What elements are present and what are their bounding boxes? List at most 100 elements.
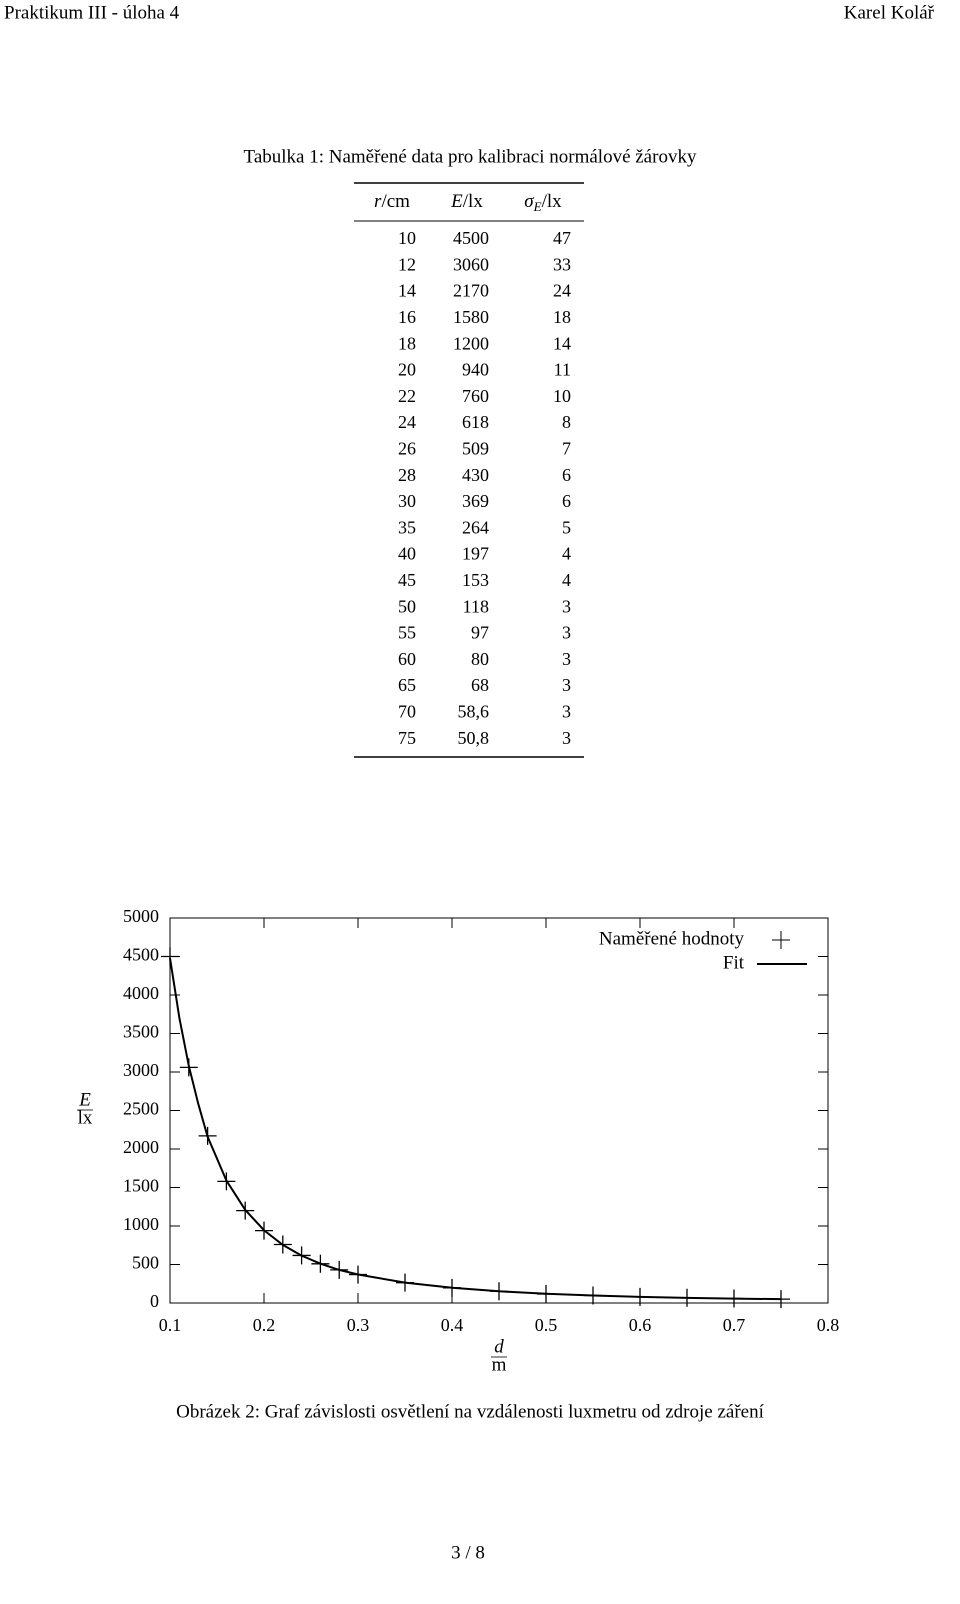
table-cell: 47 [553,228,571,248]
x-tick-label: 0.6 [629,1315,652,1335]
text-part: E [450,191,463,212]
table-cell: 24 [553,281,571,301]
table-cell: 4500 [453,228,489,248]
x-tick-label: 0.8 [817,1315,840,1335]
table-cell: 14 [553,333,571,353]
table-cell: 509 [462,439,489,459]
text-part: /cm [381,191,410,212]
table-cell: 6 [562,491,571,511]
table-cell: 58,6 [458,702,490,722]
table-cell: 8 [562,412,571,432]
table-cell: 18 [398,333,416,353]
table-cell: 10 [398,228,416,248]
table-cell: 1580 [453,307,489,327]
table-cell: 3 [562,675,571,695]
table-cell: 50 [398,596,416,616]
y-tick-label: 1000 [123,1214,159,1234]
table-cell: 26 [398,439,416,459]
x-tick-label: 0.7 [723,1315,746,1335]
y-tick-label: 4000 [123,983,159,1003]
table-caption: Tabulka 1: Naměřené data pro kalibraci n… [244,146,697,167]
y-axis-label: E [78,1089,91,1110]
table-cell: 430 [462,465,489,485]
table-cell: 11 [554,360,571,380]
column-header: σE/lx [524,191,562,214]
table-cell: 22 [398,386,416,406]
table-cell: 70 [398,702,416,722]
x-tick-label: 0.1 [159,1315,182,1335]
y-tick-label: 2000 [123,1137,159,1157]
table-cell: 30 [398,491,416,511]
legend-label: Naměřené hodnoty [599,928,745,949]
table-cell: 760 [462,386,489,406]
figure-caption: Obrázek 2: Graf závislosti osvětlení na … [176,1401,764,1422]
table-cell: 369 [462,491,489,511]
table-cell: 3 [562,702,571,722]
y-tick-label: 0 [150,1291,159,1311]
table-cell: 28 [398,465,416,485]
table-cell: 24 [398,412,416,432]
table-cell: 4 [562,570,571,590]
x-axis-label: d [494,1336,504,1357]
table-cell: 3 [562,728,571,748]
table-cell: 118 [463,596,489,616]
plot-frame [169,917,829,1304]
text-part: r [374,191,382,212]
table-cell: 16 [398,307,416,327]
fit-line [169,957,782,1301]
table-cell: 1200 [453,333,489,353]
legend-label: Fit [723,952,745,973]
x-tick-label: 0.3 [347,1315,370,1335]
text-part: /lx [463,191,484,212]
table-cell: 35 [398,517,416,537]
table-cell: 55 [398,623,416,643]
x-axis-label: m [492,1354,507,1375]
text-part: E [533,199,542,214]
header-right: Karel Kolář [844,2,935,23]
column-header: E/lx [450,191,483,212]
table-cell: 940 [462,360,489,380]
table-cell: 14 [398,281,416,301]
x-tick-label: 0.4 [441,1315,464,1335]
table-cell: 65 [398,675,416,695]
text-part: /lx [542,191,563,212]
table-cell: 10 [553,386,571,406]
table-cell: 197 [462,544,489,564]
table-cell: 18 [553,307,571,327]
table-cell: 50,8 [458,728,490,748]
table-cell: 40 [398,544,416,564]
table-cell: 45 [398,570,416,590]
y-tick-label: 3500 [123,1022,159,1042]
table-cell: 20 [398,360,416,380]
y-axis-label: lx [78,1107,93,1128]
table-cell: 3060 [453,254,489,274]
header-left: Praktikum III - úloha 4 [4,2,180,23]
table-cell: 97 [471,623,489,643]
text-part: σ [524,191,534,212]
y-tick-label: 500 [132,1253,159,1273]
y-tick-label: 4500 [123,945,159,965]
table-cell: 4 [562,544,571,564]
table-cell: 68 [471,675,489,695]
table-cell: 5 [562,517,571,537]
legend-marker [772,931,790,949]
table-cell: 3 [562,623,571,643]
table-cell: 3 [562,649,571,669]
table-cell: 7 [562,439,571,459]
table-cell: 80 [471,649,489,669]
page-number: 3 / 8 [451,1542,485,1563]
table-cell: 33 [553,254,571,274]
table-cell: 264 [462,517,489,537]
table-cell: 2170 [453,281,489,301]
table-cell: 60 [398,649,416,669]
y-tick-label: 2500 [123,1099,159,1119]
table-cell: 153 [462,570,489,590]
table-cell: 618 [462,412,489,432]
x-tick-label: 0.2 [253,1315,276,1335]
y-tick-label: 5000 [123,906,159,926]
table-cell: 12 [398,254,416,274]
y-tick-label: 3000 [123,1060,159,1080]
y-tick-label: 1500 [123,1176,159,1196]
